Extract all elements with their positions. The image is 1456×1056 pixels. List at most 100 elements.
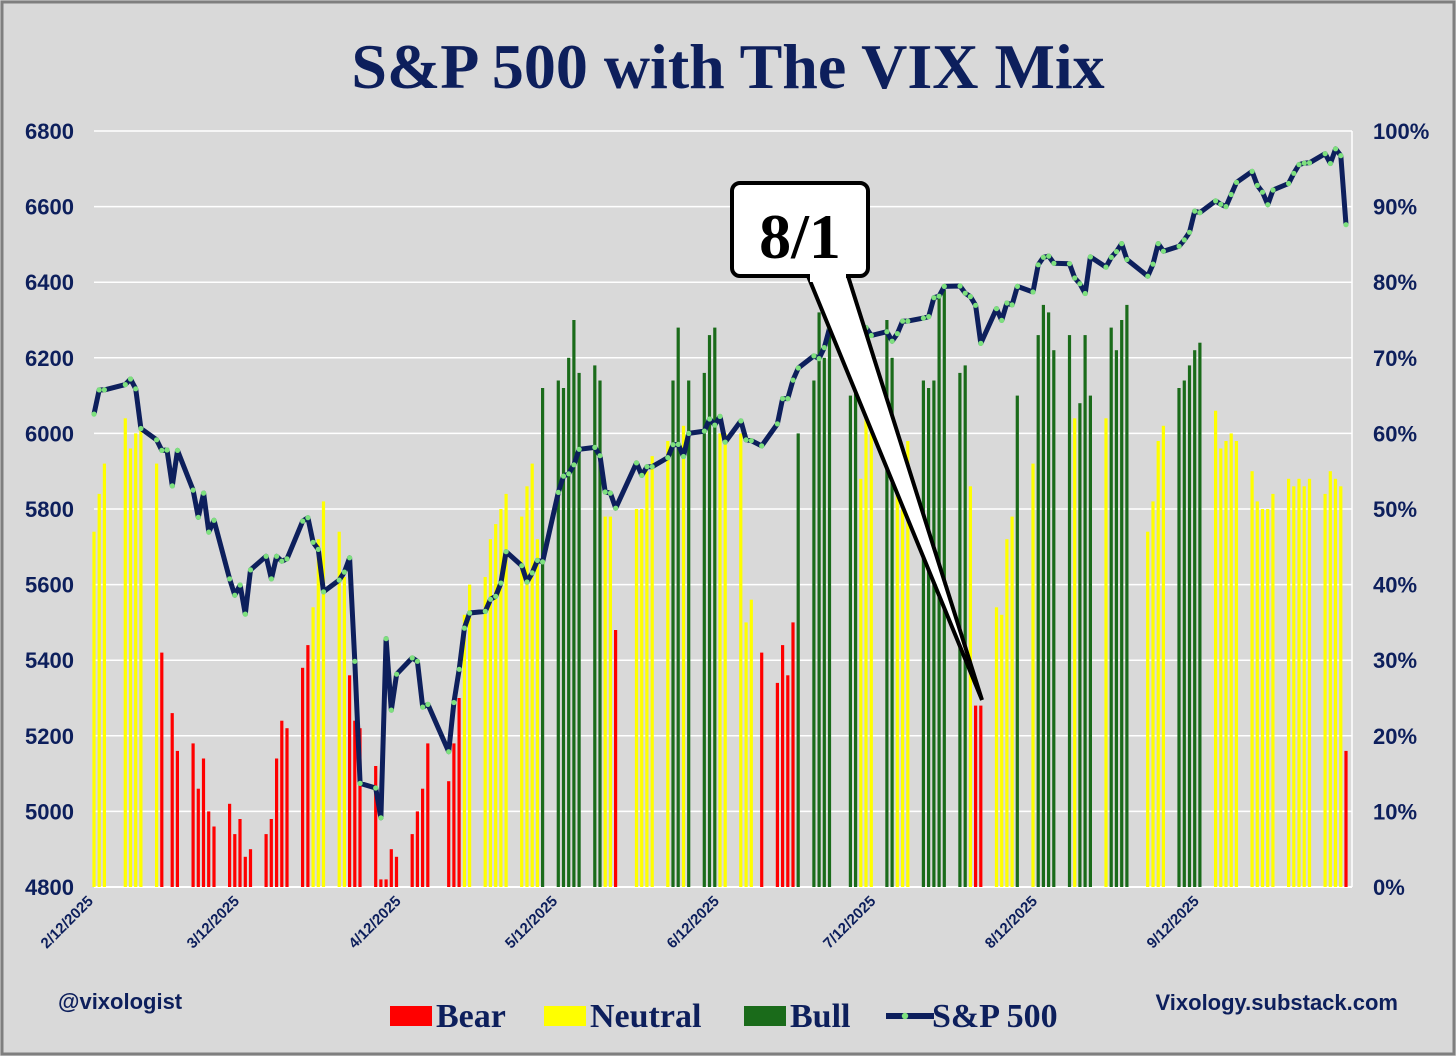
sp500-point <box>201 490 207 496</box>
vix-mix-bar-bull <box>1083 335 1087 888</box>
chart-title: S&P 500 with The VIX Mix <box>351 31 1104 102</box>
sp500-point <box>884 329 890 335</box>
callout-box <box>730 181 870 278</box>
sp500-point <box>868 332 874 339</box>
vix-mix-bar-bear <box>974 705 978 887</box>
vix-mix-bar-bull <box>541 388 545 887</box>
sp500-point <box>96 387 102 393</box>
vix-mix-bar-bear <box>264 834 268 887</box>
sp500-point <box>571 462 577 468</box>
vix-mix-bar-neutral <box>1000 614 1004 887</box>
sp500-point <box>1150 261 1156 267</box>
callout-seam <box>810 268 846 282</box>
vix-mix-bar-bear <box>781 645 785 887</box>
sp500-point <box>555 489 561 495</box>
sp500-point <box>1072 275 1078 281</box>
left-axis-tick-label: 5200 <box>25 724 74 749</box>
sp500-point <box>1270 187 1276 193</box>
vix-mix-bar-neutral <box>1292 486 1296 887</box>
sp500-point <box>920 315 927 321</box>
sp500-point <box>373 785 379 791</box>
sp500-point <box>1213 198 1219 204</box>
vix-mix-bar-bull <box>796 433 800 887</box>
sp500-point <box>816 356 822 362</box>
vix-mix-bar-bull <box>567 357 571 887</box>
vix-mix-bar-bull <box>822 357 826 887</box>
sp500-point <box>482 608 488 615</box>
vix-mix-bar-bull <box>932 380 936 887</box>
vix-mix-bar-bull <box>561 388 566 887</box>
sp500-point <box>320 589 327 595</box>
sp500-point <box>190 487 196 493</box>
sp500-point <box>1035 262 1041 268</box>
sp500-point <box>1040 254 1046 260</box>
vix-mix-bar-neutral <box>968 486 972 887</box>
sp500-point <box>576 446 582 452</box>
vix-mix-bar-bear <box>791 622 795 887</box>
vix-mix-bar-bear <box>979 705 983 887</box>
vix-mix-bar-neutral <box>1297 478 1301 887</box>
sp500-point <box>993 306 1000 312</box>
vix-mix-bar-neutral <box>666 441 670 887</box>
vix-mix-bar-bear <box>175 750 179 887</box>
vix-mix-bar-neutral <box>134 433 138 887</box>
sp500-point <box>1066 261 1073 267</box>
vix-mix-bar-bull <box>572 320 576 887</box>
sp500-point <box>1228 191 1234 198</box>
sp500-point <box>973 302 979 308</box>
vix-mix-bar-neutral <box>1333 478 1338 887</box>
sp500-point <box>592 444 598 450</box>
sp500-point <box>1291 170 1297 176</box>
vix-mix-bar-neutral <box>97 493 101 887</box>
sp500-point <box>91 411 97 417</box>
vix-mix-bar-bear <box>348 675 352 887</box>
vix-mix-bar-bull <box>848 395 852 887</box>
vix-mix-bar-bear <box>285 728 289 887</box>
sp500-point <box>811 353 817 359</box>
vix-mix-bar-bear <box>614 630 618 887</box>
vix-mix-bar-neutral <box>1323 493 1327 887</box>
vix-mix-bar-bull <box>921 380 925 887</box>
sp500-point <box>1301 160 1307 166</box>
sp500-point <box>774 421 781 427</box>
vix-mix-bar-neutral <box>901 501 905 887</box>
vix-mix-bar-bull <box>1067 335 1072 888</box>
sp500-point <box>670 442 676 448</box>
vix-mix-bar-neutral <box>1287 478 1291 887</box>
vix-mix-bar-neutral <box>92 531 96 887</box>
vix-mix-bar-bull <box>963 365 967 887</box>
vix-mix-bar-neutral <box>1005 539 1009 887</box>
sp500-point <box>1077 281 1083 287</box>
sp500-point <box>1197 210 1203 216</box>
sp500-point <box>717 413 723 419</box>
vix-mix-bar-bear <box>389 849 393 887</box>
legend-label-bear: Bear <box>436 998 506 1035</box>
vix-mix-bar-neutral <box>1339 486 1343 887</box>
vix-mix-bar-bear <box>786 675 790 887</box>
sp500-point <box>540 559 546 565</box>
sp500-point <box>602 489 608 495</box>
sp500-point <box>451 699 457 706</box>
vix-mix-bar-neutral <box>681 425 686 887</box>
sp500-point <box>649 464 655 470</box>
vix-mix-bar-bull <box>1177 388 1181 887</box>
sp500-point <box>1223 204 1229 210</box>
vix-mix-bar-neutral <box>749 599 753 887</box>
sp500-point <box>941 283 947 289</box>
legend-label-sp500: S&P 500 <box>932 998 1058 1035</box>
vix-mix-bar-neutral <box>1328 471 1332 887</box>
vix-mix-bars <box>92 289 1348 888</box>
right-axis-tick-label: 90% <box>1373 195 1417 220</box>
sp500-point <box>519 563 525 569</box>
legend-swatch-bear <box>390 1006 432 1026</box>
sp500-point <box>300 518 306 524</box>
sp500-point <box>1343 222 1349 228</box>
sp500-point <box>1176 243 1182 249</box>
vix-mix-bar-bear <box>238 819 242 887</box>
sp500-point <box>1113 249 1120 255</box>
vix-mix-bar-bear <box>306 645 310 887</box>
vix-mix-bar-neutral <box>603 516 607 887</box>
sp500-point <box>315 546 321 553</box>
